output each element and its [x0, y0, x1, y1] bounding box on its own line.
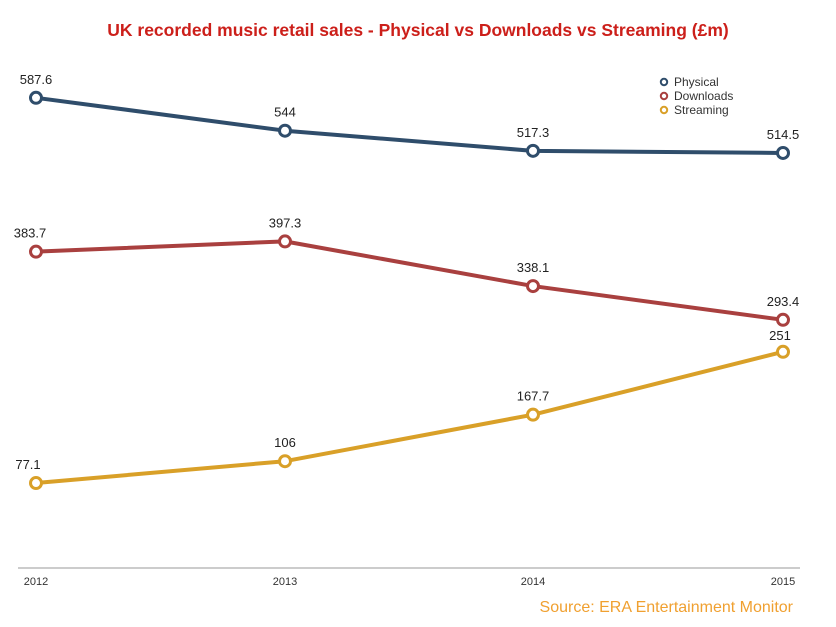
data-label-physical: 517.3 [517, 125, 550, 140]
data-label-streaming: 251 [769, 328, 791, 343]
source-note: Source: ERA Entertainment Monitor [539, 599, 793, 616]
x-tick-label: 2012 [24, 576, 48, 588]
data-point-streaming [29, 476, 43, 491]
series-downloads: 383.7 397.3 338.1 293.4 [14, 215, 800, 327]
legend-label: Streaming [674, 103, 729, 117]
series-physical: 587.6 544 517.3 514.5 [20, 72, 800, 160]
legend-label: Physical [674, 75, 719, 89]
data-point-downloads [29, 244, 43, 259]
data-point-physical [278, 123, 292, 138]
data-label-physical: 544 [274, 105, 296, 120]
legend-item-physical: Physical [659, 75, 719, 89]
data-point-physical [776, 145, 790, 160]
data-point-physical [29, 90, 43, 105]
x-tick-label: 2014 [521, 576, 545, 588]
series-streaming: 77.1 106 167.7 251 [15, 328, 791, 491]
data-point-downloads [526, 279, 540, 294]
data-point-downloads [776, 312, 790, 327]
data-label-downloads: 338.1 [517, 260, 550, 275]
data-label-downloads: 383.7 [14, 226, 47, 241]
data-label-downloads: 397.3 [269, 215, 302, 230]
data-point-downloads [278, 234, 292, 249]
data-label-streaming: 167.7 [517, 389, 550, 404]
legend-item-streaming: Streaming [659, 103, 729, 117]
data-label-streaming: 77.1 [15, 457, 40, 472]
data-label-streaming: 106 [274, 435, 296, 450]
data-point-streaming [278, 454, 292, 469]
chart-title: UK recorded music retail sales - Physica… [107, 20, 729, 40]
series-line-streaming [34, 349, 785, 486]
legend-item-downloads: Downloads [659, 89, 733, 103]
series-line-downloads [34, 239, 785, 322]
legend-marker [659, 105, 669, 115]
legend-label: Downloads [674, 89, 733, 103]
legend-marker [659, 77, 669, 87]
data-point-physical [526, 143, 540, 158]
x-tick-labels: 2012 2013 2014 2015 [24, 576, 795, 588]
data-point-streaming [526, 407, 540, 422]
data-label-physical: 514.5 [767, 127, 800, 142]
data-point-streaming [776, 344, 790, 359]
data-label-physical: 587.6 [20, 72, 53, 87]
x-tick-label: 2015 [771, 576, 795, 588]
series-layer: 587.6 544 517.3 514.5 383.7 397.3 338.1 293.4 77… [14, 72, 800, 491]
series-line-physical [34, 95, 785, 155]
x-tick-label: 2013 [273, 576, 297, 588]
legend-marker [659, 91, 669, 101]
data-label-downloads: 293.4 [767, 294, 800, 309]
